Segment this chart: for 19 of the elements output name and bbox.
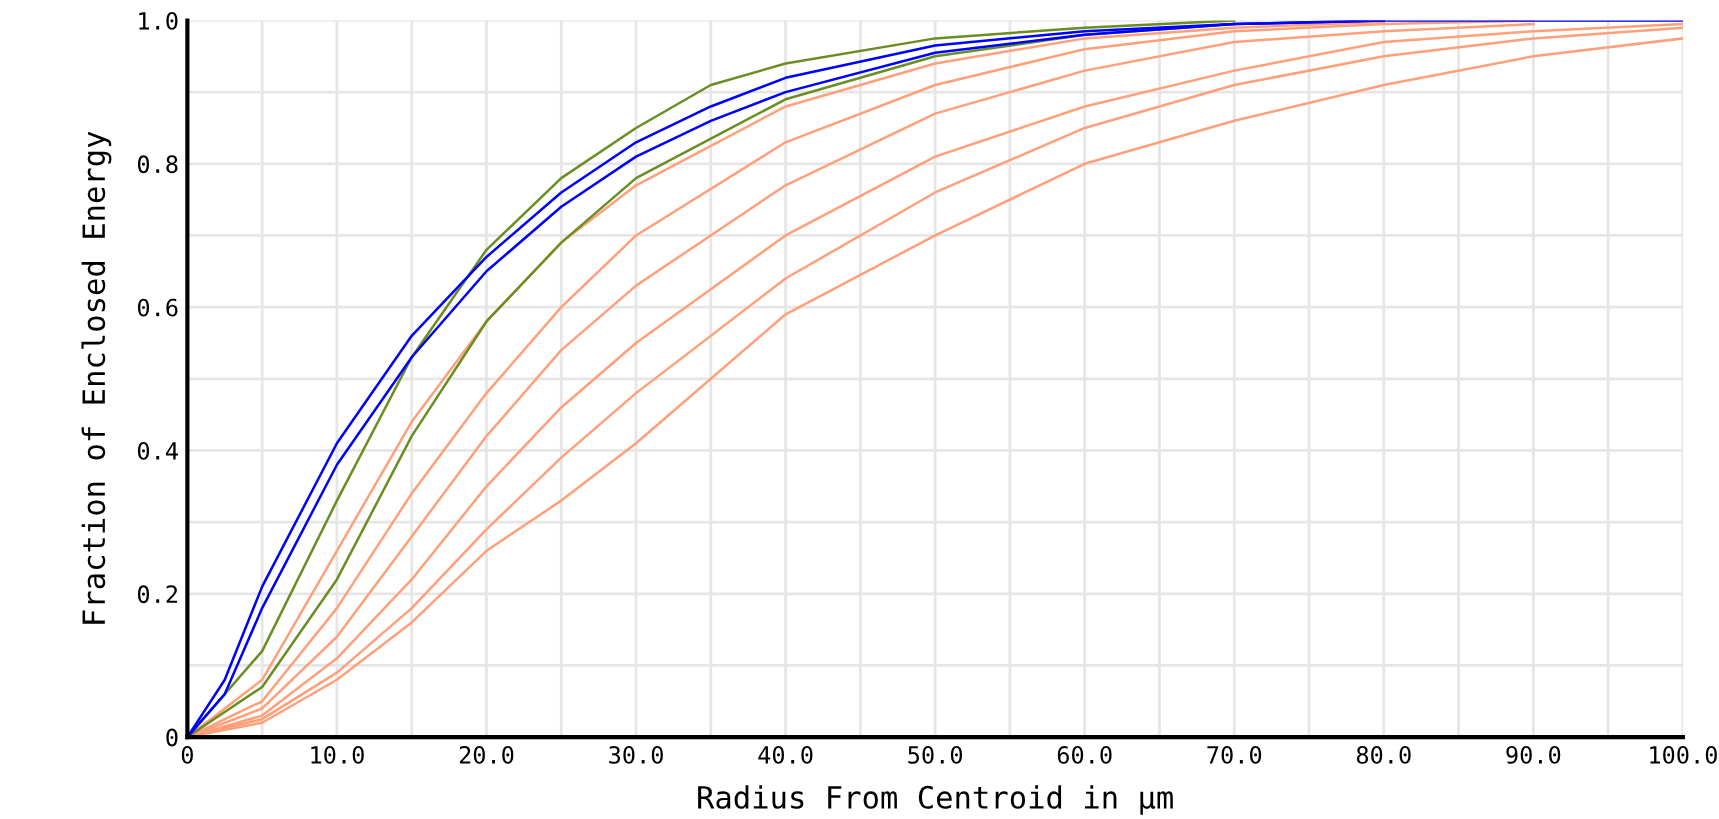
y-tick-label: 0.2 [137, 585, 178, 604]
x-tick-label: 80.0 [1356, 745, 1411, 764]
y-tick-label: 0.4 [137, 441, 178, 460]
x-tick-label: 0 [181, 745, 193, 764]
x-tick-label: 90.0 [1506, 745, 1561, 764]
y-tick-label: 1.0 [139, 11, 178, 30]
y-tick-label: 0.8 [137, 155, 178, 174]
x-axis-title: Radius From Centroid in µm [698, 785, 1173, 815]
x-tick-label: 30.0 [609, 745, 663, 764]
y-tick-label: 0 [166, 728, 178, 747]
x-tick-label: 60.0 [1057, 745, 1112, 764]
x-tick-label: 50.0 [908, 745, 963, 764]
x-tick-label: 40.0 [758, 745, 813, 764]
x-tick-label: 20.0 [459, 745, 514, 764]
x-tick-label: 70.0 [1207, 745, 1262, 764]
y-tick-label: 0.6 [137, 298, 178, 317]
y-axis-title: Fraction of Enclosed Energy [81, 131, 112, 624]
x-tick-label: 100.0 [1650, 745, 1717, 764]
x-tick-label: 10.0 [311, 745, 364, 764]
